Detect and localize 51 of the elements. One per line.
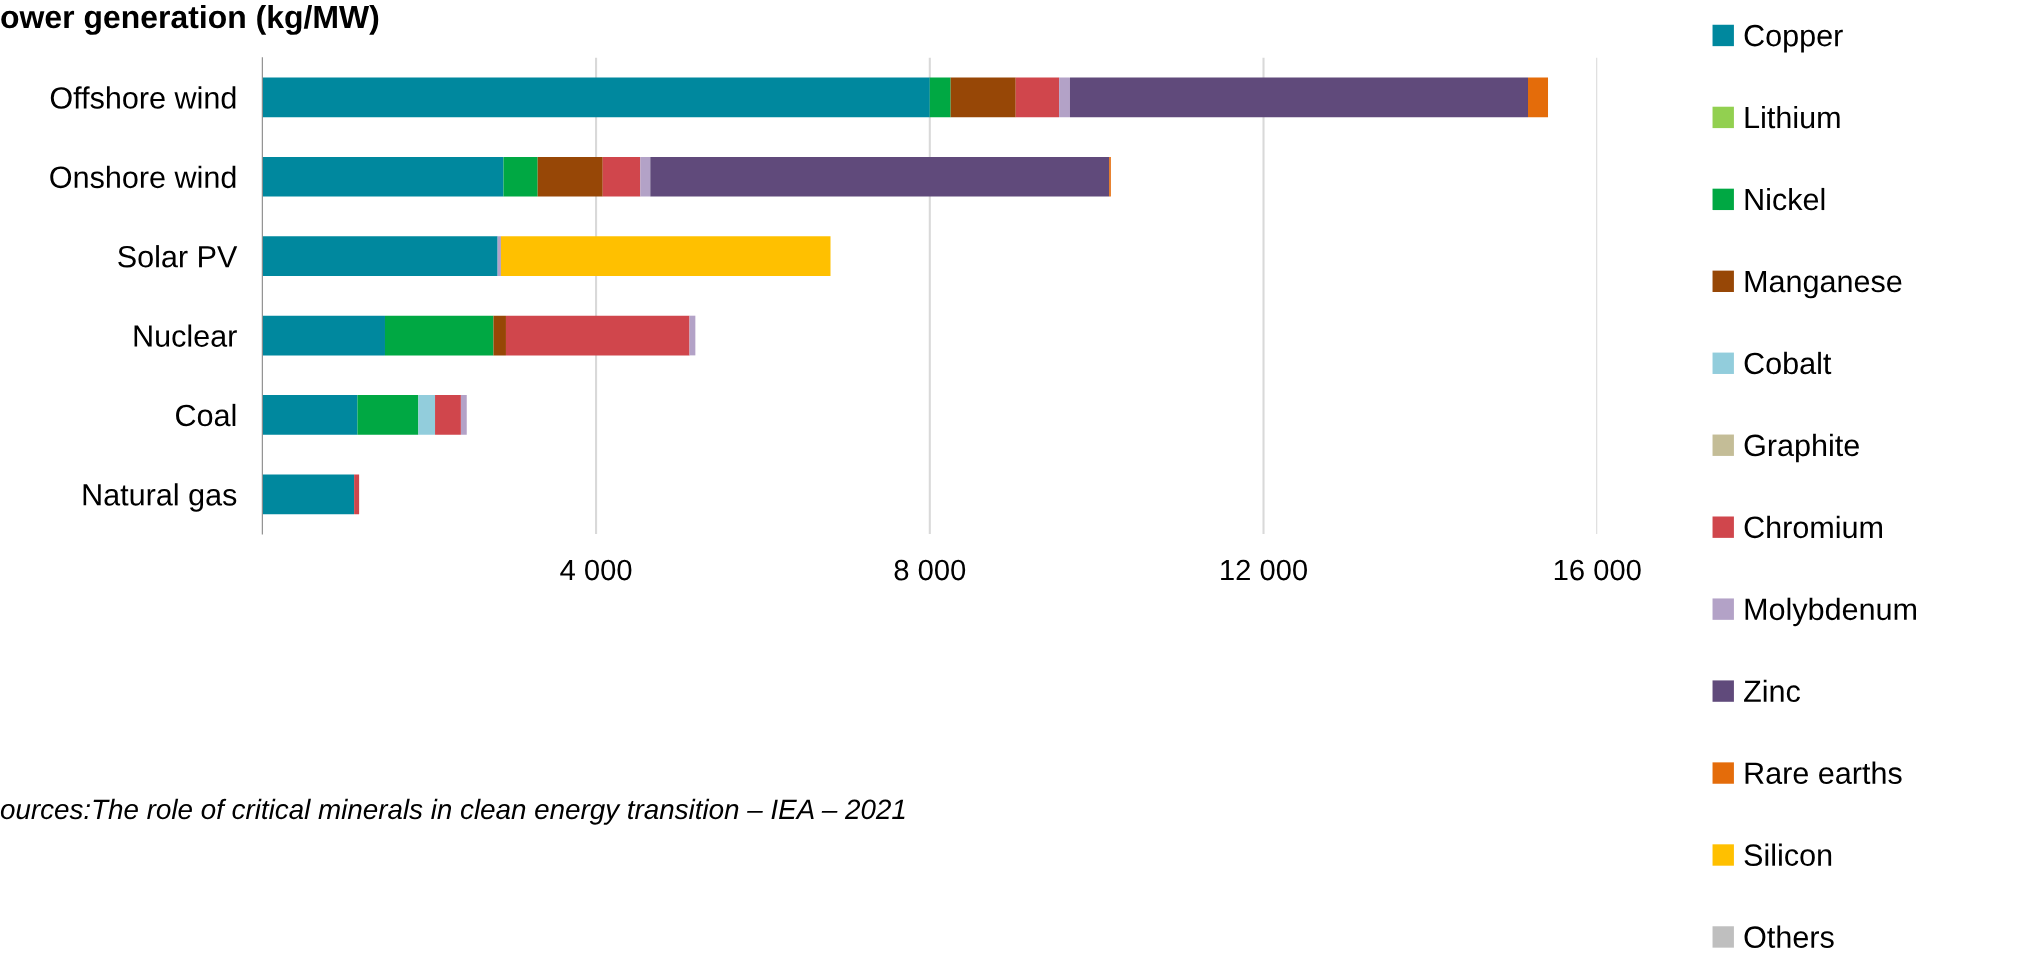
x-tick-label: 8 000 (894, 559, 966, 581)
bar (262, 395, 358, 435)
x-tick-label: 16 000 (1554, 559, 1641, 581)
bar (1528, 77, 1549, 118)
bar (357, 395, 419, 435)
bar (262, 236, 498, 276)
bar (497, 236, 501, 276)
bar (354, 474, 360, 515)
bar (537, 156, 603, 197)
x-tick-label: 12 000 (1221, 559, 1307, 581)
bar (262, 156, 504, 197)
bar (602, 156, 641, 197)
legend-label: Silicon (1744, 843, 1832, 866)
bar (435, 395, 461, 435)
bar (1069, 77, 1528, 118)
bar (505, 315, 690, 356)
legend-label: Manganese (1745, 270, 1902, 299)
chart-title: ower generation (kg/MW) (1, 4, 379, 35)
text: ources:The role of critical minerals in clean energy transition – IEA – 2021 (0, 798, 905, 825)
legend-label: Molybdenum (1745, 597, 1916, 627)
bar (262, 315, 385, 356)
y-tick-label: Natural gas (83, 483, 237, 512)
bar (493, 315, 506, 356)
bar (650, 156, 1110, 197)
legend-label: Rare earths (1745, 761, 1902, 785)
bar (929, 77, 951, 118)
legend-label: Copper (1744, 24, 1843, 53)
y-tick-label: Coal (176, 403, 236, 427)
legend-label: Cobalt (1744, 351, 1832, 375)
bar (503, 156, 538, 197)
y-tick-label: Nuclear (134, 324, 237, 347)
legend-label: Others (1744, 925, 1834, 948)
legend-label: Graphite (1744, 433, 1859, 463)
bar (418, 395, 436, 435)
bar (262, 77, 930, 118)
bar (1015, 77, 1060, 118)
bar (950, 77, 1016, 118)
legend-label: Lithium (1745, 105, 1840, 129)
y-tick-label: Solar PV (118, 245, 238, 268)
legend-label: Nickel (1745, 187, 1825, 211)
y-tick-label: Onshore wind (50, 165, 236, 189)
bar (1059, 77, 1070, 118)
bar (460, 395, 467, 435)
bar (262, 474, 355, 515)
legend-label: Zinc (1744, 679, 1800, 703)
bar (384, 315, 494, 356)
x-tick-label: 4 000 (560, 559, 632, 581)
legend-label: Chromium (1744, 515, 1882, 539)
bar (500, 236, 831, 276)
bar (640, 156, 651, 197)
y-tick-label: Offshore wind (50, 86, 236, 109)
